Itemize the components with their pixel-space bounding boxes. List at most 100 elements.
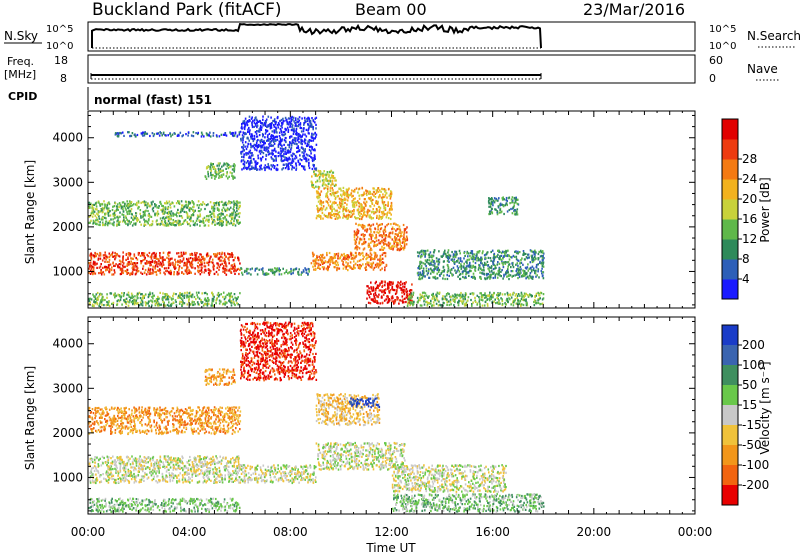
scatter-point <box>105 255 108 258</box>
scatter-point <box>304 148 306 151</box>
scatter-point <box>174 299 177 302</box>
scatter-point <box>209 166 212 169</box>
scatter-point <box>194 267 196 270</box>
scatter-point <box>144 258 146 261</box>
scatter-point <box>142 216 144 219</box>
scatter-point <box>336 195 339 198</box>
scatter-point <box>231 212 233 215</box>
scatter-point <box>306 142 309 145</box>
scatter-point <box>353 260 355 263</box>
scatter-point <box>468 274 470 277</box>
scatter-point <box>534 251 537 254</box>
scatter-point <box>115 255 117 258</box>
scatter-point <box>166 296 169 299</box>
scatter-point <box>164 293 166 296</box>
scatter-point <box>423 291 426 294</box>
scatter-point <box>542 293 545 296</box>
scatter-point <box>224 132 227 135</box>
scatter-point <box>339 216 341 219</box>
scatter-point <box>207 271 210 275</box>
scatter-point <box>112 255 115 258</box>
scatter-point <box>256 139 258 143</box>
scatter-point <box>400 280 402 283</box>
scatter-point <box>161 210 164 213</box>
scatter-point <box>131 266 134 270</box>
scatter-point <box>467 255 469 258</box>
scatter-point <box>217 216 220 219</box>
scatter-point <box>481 252 484 255</box>
scatter-point <box>505 196 508 200</box>
scatter-point <box>230 300 233 303</box>
scatter-point <box>126 300 129 303</box>
scatter-point <box>322 183 325 186</box>
scatter-point <box>385 288 387 291</box>
scatter-point <box>433 304 435 307</box>
scatter-point <box>226 209 228 212</box>
scatter-point <box>370 248 373 251</box>
scatter-point <box>206 296 209 300</box>
scatter-point <box>112 273 115 276</box>
scatter-point <box>420 250 422 253</box>
scatter-point <box>464 302 466 306</box>
scatter-point <box>212 304 215 307</box>
scatter-point <box>447 269 449 272</box>
scatter-point <box>174 213 177 216</box>
scatter-point <box>534 299 537 303</box>
scatter-point <box>534 295 536 298</box>
scatter-point <box>232 222 234 225</box>
scatter-point <box>210 171 212 174</box>
scatter-point <box>316 196 318 199</box>
scatter-point <box>173 220 176 223</box>
scatter-point <box>363 242 366 245</box>
scatter-point <box>526 266 529 269</box>
scatter-point <box>397 234 399 237</box>
scatter-point <box>186 294 188 297</box>
scatter-point <box>353 203 356 207</box>
scatter-point <box>532 258 534 261</box>
scatter-point <box>146 302 148 305</box>
scatter-point <box>162 263 165 266</box>
scatter-point <box>220 133 223 136</box>
scatter-point <box>295 125 298 128</box>
scatter-point <box>155 271 157 274</box>
scatter-point <box>500 251 503 255</box>
scatter-point <box>386 224 388 227</box>
scatter-point <box>230 295 233 298</box>
scatter-point <box>231 201 233 204</box>
scatter-point <box>351 201 354 204</box>
scatter-point <box>228 200 230 203</box>
scatter-point <box>101 293 103 296</box>
scatter-point <box>377 196 380 199</box>
scatter-point <box>385 298 387 301</box>
scatter-point <box>329 260 331 264</box>
scatter-point <box>188 222 190 225</box>
scatter-point <box>369 252 372 255</box>
scatter-point <box>382 202 385 206</box>
scatter-point <box>122 208 124 211</box>
scatter-point <box>483 272 485 275</box>
scatter-point <box>101 221 104 224</box>
scatter-point <box>216 266 219 269</box>
scatter-point <box>195 254 197 257</box>
scatter-point <box>160 202 162 205</box>
scatter-point <box>335 260 337 263</box>
scatter-point <box>345 215 347 218</box>
scatter-point <box>345 206 348 210</box>
scatter-point <box>164 296 167 300</box>
scatter-point <box>353 235 356 238</box>
scatter-point <box>349 214 351 217</box>
scatter-point <box>429 272 432 275</box>
scatter-point <box>108 264 110 267</box>
scatter-point <box>186 221 188 224</box>
scatter-point <box>361 186 363 189</box>
scatter-point <box>412 291 415 294</box>
scatter-point <box>163 301 165 304</box>
scatter-point <box>420 266 423 269</box>
scatter-point <box>456 265 459 268</box>
scatter-point <box>155 261 158 264</box>
scatter-point <box>378 214 381 217</box>
scatter-point <box>234 269 236 272</box>
scatter-point <box>541 256 544 260</box>
scatter-point <box>227 167 230 170</box>
scatter-point <box>147 255 149 258</box>
